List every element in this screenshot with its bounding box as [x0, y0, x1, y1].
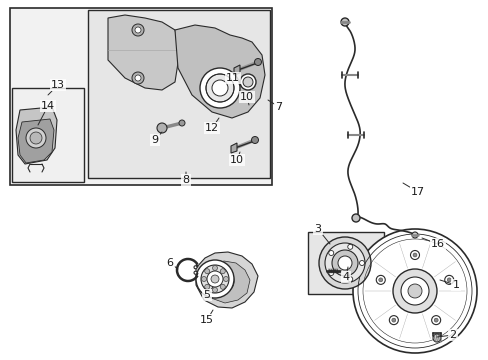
Circle shape	[179, 120, 184, 126]
Polygon shape	[108, 15, 180, 90]
Bar	[88, 10, 269, 178]
Polygon shape	[196, 252, 258, 308]
Text: 13: 13	[48, 80, 65, 95]
Text: 15: 15	[200, 310, 214, 325]
Circle shape	[210, 275, 219, 283]
Circle shape	[337, 256, 351, 270]
Circle shape	[391, 318, 395, 322]
Text: 16: 16	[421, 238, 444, 249]
Circle shape	[378, 278, 382, 282]
Circle shape	[447, 278, 450, 282]
Circle shape	[407, 284, 421, 298]
Circle shape	[220, 269, 225, 274]
Circle shape	[318, 237, 370, 289]
Polygon shape	[16, 107, 57, 164]
Circle shape	[132, 24, 143, 36]
Text: 7: 7	[267, 100, 282, 112]
Text: 9: 9	[151, 132, 162, 145]
Text: 14: 14	[38, 101, 55, 125]
Circle shape	[411, 232, 417, 238]
Circle shape	[196, 260, 234, 298]
Text: 11: 11	[225, 73, 241, 86]
Text: 3: 3	[314, 224, 329, 244]
Circle shape	[351, 214, 359, 222]
Circle shape	[444, 275, 453, 284]
Circle shape	[205, 74, 234, 102]
Text: 10: 10	[240, 92, 253, 105]
Circle shape	[392, 269, 436, 313]
Circle shape	[432, 334, 440, 342]
Circle shape	[400, 277, 428, 305]
Text: 5: 5	[203, 287, 213, 300]
Text: 1: 1	[439, 280, 459, 290]
Circle shape	[132, 72, 143, 84]
Circle shape	[223, 276, 228, 282]
Text: 2: 2	[436, 330, 456, 340]
Circle shape	[157, 123, 167, 133]
Circle shape	[347, 277, 352, 282]
Polygon shape	[18, 119, 54, 163]
Circle shape	[209, 269, 234, 293]
Text: 10: 10	[229, 152, 244, 165]
Polygon shape	[234, 65, 240, 75]
Text: 17: 17	[402, 183, 424, 197]
Circle shape	[240, 74, 256, 90]
Circle shape	[212, 266, 217, 270]
Circle shape	[359, 261, 364, 266]
Circle shape	[243, 77, 252, 87]
Circle shape	[328, 270, 333, 275]
Circle shape	[328, 251, 333, 256]
Bar	[307, 232, 383, 294]
Circle shape	[212, 80, 227, 96]
Text: 8: 8	[182, 172, 189, 185]
Circle shape	[30, 132, 42, 144]
Circle shape	[433, 318, 437, 322]
Circle shape	[26, 128, 46, 148]
Circle shape	[194, 266, 197, 269]
Polygon shape	[230, 143, 237, 153]
Circle shape	[201, 265, 228, 293]
Circle shape	[347, 244, 352, 249]
Circle shape	[212, 288, 217, 292]
Circle shape	[200, 68, 240, 108]
Circle shape	[388, 316, 398, 325]
Circle shape	[204, 284, 209, 289]
Circle shape	[201, 276, 206, 282]
Polygon shape	[203, 261, 249, 303]
Circle shape	[352, 229, 476, 353]
Circle shape	[206, 271, 223, 287]
Circle shape	[194, 271, 197, 274]
Circle shape	[340, 18, 348, 26]
Text: 4: 4	[342, 267, 349, 282]
Circle shape	[220, 284, 225, 289]
Circle shape	[331, 250, 357, 276]
Circle shape	[409, 251, 419, 260]
Bar	[12, 88, 84, 182]
Polygon shape	[175, 25, 264, 118]
Circle shape	[412, 253, 416, 257]
Bar	[10, 8, 271, 185]
Circle shape	[135, 27, 141, 33]
Circle shape	[375, 275, 385, 284]
Circle shape	[254, 58, 261, 66]
Text: 12: 12	[204, 118, 219, 133]
Circle shape	[431, 316, 440, 325]
Circle shape	[135, 75, 141, 81]
Circle shape	[251, 136, 258, 144]
Circle shape	[204, 269, 209, 274]
Circle shape	[325, 243, 364, 283]
Text: 6: 6	[166, 258, 178, 269]
